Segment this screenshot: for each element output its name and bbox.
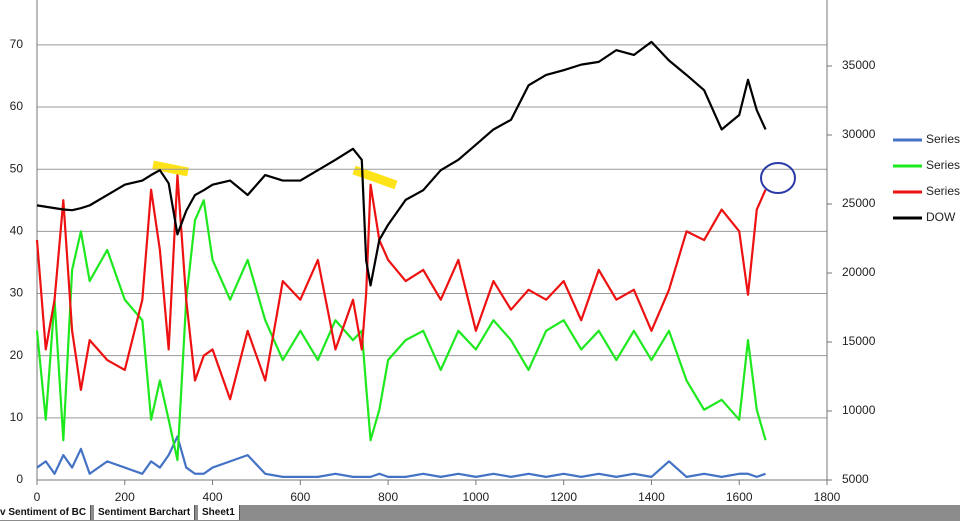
highlight (352, 165, 398, 190)
sheet-tab[interactable]: Sentiment Barchart (94, 505, 196, 520)
y2-tick-label: 5000 (842, 472, 869, 486)
legend-label: Series (926, 132, 960, 146)
y2-tick-label: 20000 (842, 265, 876, 279)
y2-tick-label: 40000 (842, 0, 876, 3)
x-tick-label: 200 (115, 490, 135, 504)
y2-tick-label: 10000 (842, 403, 876, 417)
y-tick-label: 70 (10, 37, 24, 51)
y2-tick-label: 15000 (842, 334, 876, 348)
y-tick-label: 50 (10, 161, 24, 175)
sheet-tab[interactable]: Sheet1 (198, 505, 240, 520)
legend-label: Series (926, 184, 960, 198)
x-tick-label: 1400 (638, 490, 665, 504)
y-tick-label: 30 (10, 286, 24, 300)
y2-tick-label: 25000 (842, 196, 876, 210)
x-tick-label: 800 (378, 490, 398, 504)
y-tick-label: 20 (10, 348, 24, 362)
sheet-tabs: v Sentiment of BC Sentiment Barchart She… (0, 505, 960, 521)
y-tick-label: 0 (16, 472, 23, 486)
y-tick-label: 10 (10, 410, 24, 424)
x-tick-label: 400 (203, 490, 223, 504)
x-tick-label: 0 (34, 490, 41, 504)
x-tick-label: 1000 (463, 490, 490, 504)
series-line (36, 435, 766, 478)
series-line (35, 174, 767, 401)
annotation-circle (760, 162, 796, 194)
y-tick-label: 40 (10, 224, 24, 238)
sheet-tab[interactable]: v Sentiment of BC (0, 505, 92, 520)
series-line (36, 40, 767, 287)
legend-label: DOW (926, 210, 956, 224)
x-tick-label: 1800 (814, 490, 841, 504)
x-tick-label: 1600 (726, 490, 753, 504)
chart: 0102030405060705000100001500020000250003… (10, 0, 960, 504)
y2-tick-label: 30000 (842, 127, 876, 141)
x-tick-label: 1200 (550, 490, 577, 504)
highlight (152, 160, 189, 177)
x-tick-label: 600 (290, 490, 310, 504)
y2-tick-label: 35000 (842, 58, 876, 72)
series-line (35, 199, 767, 462)
legend-label: Series (926, 158, 960, 172)
y-tick-label: 60 (10, 99, 24, 113)
